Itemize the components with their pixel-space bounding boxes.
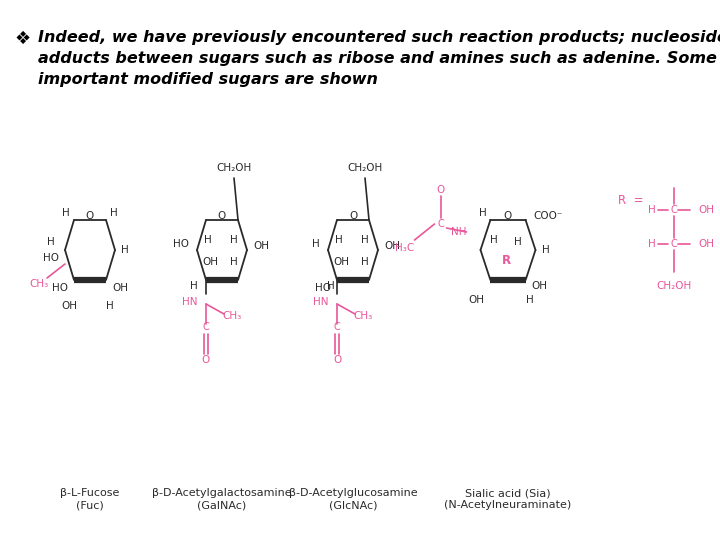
Text: Sialic acid (Sia): Sialic acid (Sia) bbox=[465, 488, 551, 498]
Text: NH: NH bbox=[451, 227, 467, 237]
Text: CH₃: CH₃ bbox=[222, 311, 242, 321]
Text: β-D-Acetylgalactosamine: β-D-Acetylgalactosamine bbox=[152, 488, 292, 498]
Text: C: C bbox=[333, 322, 341, 332]
Text: H: H bbox=[514, 237, 522, 247]
Text: OH: OH bbox=[698, 205, 714, 215]
Text: H: H bbox=[47, 237, 55, 247]
Text: O: O bbox=[86, 211, 94, 221]
Text: HN: HN bbox=[182, 297, 198, 307]
Text: C: C bbox=[670, 239, 678, 249]
Text: R  =: R = bbox=[618, 193, 644, 206]
Text: H: H bbox=[62, 208, 70, 218]
Text: HO: HO bbox=[43, 253, 59, 263]
Text: H₃C: H₃C bbox=[395, 243, 414, 253]
Text: H: H bbox=[361, 257, 369, 267]
Text: H: H bbox=[230, 235, 238, 245]
Text: important modified sugars are shown: important modified sugars are shown bbox=[38, 72, 378, 87]
Text: O: O bbox=[436, 185, 445, 195]
Text: Indeed, we have previously encountered such reaction products; nucleosides are: Indeed, we have previously encountered s… bbox=[38, 30, 720, 45]
Text: CH₂OH: CH₂OH bbox=[347, 163, 382, 173]
Text: COO⁻: COO⁻ bbox=[533, 211, 562, 221]
Text: C: C bbox=[202, 322, 210, 332]
Text: ❖: ❖ bbox=[14, 30, 30, 48]
Text: H: H bbox=[312, 239, 320, 249]
Text: β-D-Acetylglucosamine: β-D-Acetylglucosamine bbox=[289, 488, 418, 498]
Text: CH₃: CH₃ bbox=[354, 311, 373, 321]
Text: OH: OH bbox=[112, 283, 128, 293]
Text: OH: OH bbox=[61, 301, 77, 311]
Text: H: H bbox=[361, 235, 369, 245]
Text: H: H bbox=[106, 301, 114, 311]
Text: O: O bbox=[504, 211, 512, 221]
Text: H: H bbox=[190, 281, 198, 291]
Text: H: H bbox=[335, 235, 343, 245]
Text: OH: OH bbox=[698, 239, 714, 249]
Text: adducts between sugars such as ribose and amines such as adenine. Some other: adducts between sugars such as ribose an… bbox=[38, 51, 720, 66]
Text: O: O bbox=[202, 355, 210, 365]
Text: HO: HO bbox=[173, 239, 189, 249]
Text: OH: OH bbox=[202, 257, 218, 267]
Text: OH: OH bbox=[333, 257, 349, 267]
Text: C: C bbox=[437, 219, 444, 229]
Text: (GlcNAc): (GlcNAc) bbox=[329, 500, 377, 510]
Text: H: H bbox=[121, 245, 129, 255]
Text: OH: OH bbox=[384, 241, 400, 251]
Text: HO: HO bbox=[315, 283, 331, 293]
Text: H: H bbox=[541, 245, 549, 255]
Text: H: H bbox=[490, 235, 498, 245]
Text: O: O bbox=[333, 355, 341, 365]
Text: (N-Acetylneuraminate): (N-Acetylneuraminate) bbox=[444, 500, 572, 510]
Text: (GalNAc): (GalNAc) bbox=[197, 500, 247, 510]
Text: R: R bbox=[501, 253, 510, 267]
Text: C: C bbox=[670, 205, 678, 215]
Text: H: H bbox=[110, 208, 118, 218]
Text: β-L-Fucose: β-L-Fucose bbox=[60, 488, 120, 498]
Text: OH: OH bbox=[531, 281, 548, 291]
Text: CH₂OH: CH₂OH bbox=[217, 163, 251, 173]
Text: H: H bbox=[648, 205, 656, 215]
Text: H: H bbox=[648, 239, 656, 249]
Text: H: H bbox=[204, 235, 212, 245]
Text: CH₃: CH₃ bbox=[30, 279, 49, 289]
Text: HO: HO bbox=[52, 283, 68, 293]
Text: CH₂OH: CH₂OH bbox=[657, 281, 692, 291]
Text: H: H bbox=[327, 281, 335, 291]
Text: H: H bbox=[479, 208, 486, 218]
Text: (Fuc): (Fuc) bbox=[76, 500, 104, 510]
Text: HN: HN bbox=[313, 297, 329, 307]
Text: H: H bbox=[526, 295, 534, 305]
Text: H: H bbox=[230, 257, 238, 267]
Text: OH: OH bbox=[253, 241, 269, 251]
Text: O: O bbox=[218, 211, 226, 221]
Text: O: O bbox=[349, 211, 357, 221]
Text: OH: OH bbox=[469, 295, 485, 305]
